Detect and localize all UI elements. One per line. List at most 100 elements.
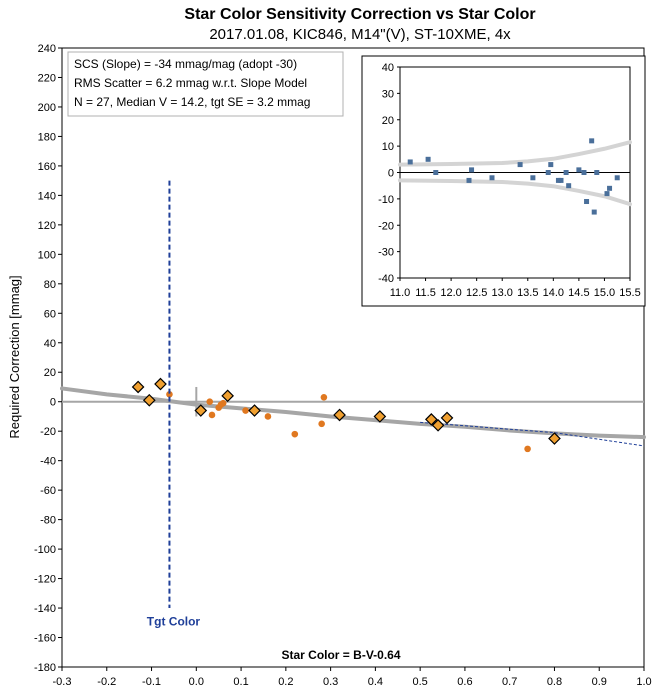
x-tick-label: 0.8	[547, 676, 562, 688]
inset-envelope-upper	[398, 140, 632, 167]
target-label-background	[131, 610, 208, 633]
inset-x-tick-label: 14.5	[568, 287, 589, 299]
y-tick-label: 60	[44, 308, 56, 320]
inset-data-point	[581, 170, 587, 175]
inset-y-tick-label: -10	[378, 194, 394, 206]
x-tick-label: 0.6	[457, 676, 472, 688]
y-tick-label: 220	[38, 72, 56, 84]
data-point-diamond	[154, 377, 167, 391]
inset-chart: 40 30 20 10 0 -10 -20 -30 -40 11.0 11.5 12.0 12.5 13…	[361, 55, 646, 307]
y-tick-label: -100	[34, 544, 56, 556]
data-point-dot	[208, 411, 216, 419]
inset-y-tick-label: 0	[388, 168, 394, 180]
data-point-dot	[524, 445, 531, 453]
inset-data-point	[466, 177, 472, 183]
fit-curve-line	[60, 386, 646, 440]
inset-data-point	[566, 183, 572, 189]
data-point-diamond	[431, 418, 445, 432]
y-tick-label: -60	[40, 485, 56, 497]
inset-data-point	[589, 138, 595, 144]
plot-frame	[61, 47, 645, 668]
y-tick-label: 240	[38, 43, 56, 55]
y-tick-label: 40	[44, 338, 56, 350]
data-point-dot	[166, 391, 173, 398]
y-tick-label: 120	[38, 220, 56, 232]
data-point-dot	[219, 399, 227, 407]
inset-data-point	[433, 170, 439, 175]
data-point-diamond	[373, 410, 387, 423]
inset-data-point	[517, 162, 523, 168]
inset-data-point	[563, 170, 569, 175]
inset-data-point	[558, 177, 564, 183]
x-tick-label: 0.3	[323, 676, 338, 688]
data-point-dot	[264, 413, 272, 420]
inset-x-tick-label: 12.5	[466, 287, 487, 299]
chart-title: Star Color Sensitivity Correction vs Sta…	[184, 6, 535, 23]
data-point-dot	[320, 393, 328, 401]
inset-x-tick-label: 13.5	[517, 287, 538, 299]
inset-data-point	[591, 209, 597, 215]
slope-model-line	[420, 421, 645, 447]
data-point-dot	[206, 398, 214, 406]
inset-data-point	[604, 191, 610, 197]
inset-data-point	[407, 159, 413, 165]
data-point-diamond	[248, 404, 261, 417]
axis-tick-marks	[58, 47, 645, 671]
x-tick-label: 0.0	[189, 676, 204, 688]
data-point-diamond	[221, 389, 234, 403]
x-tick-label: -0.3	[53, 676, 72, 688]
data-point-diamond	[131, 380, 145, 394]
inset-data-point	[607, 185, 613, 191]
inset-data-point	[614, 175, 620, 181]
y-tick-label: 160	[38, 161, 56, 173]
inset-y-tick-label: 20	[382, 115, 394, 127]
inset-data-point	[584, 199, 590, 205]
inset-data-point	[594, 170, 600, 175]
stats-box: SCS (Slope) = -34 mmag/mag (adopt -30) R…	[67, 51, 344, 117]
data-point-diamond	[440, 411, 454, 425]
y-tick-label: -80	[40, 515, 56, 527]
data-point-diamond	[194, 404, 208, 417]
y-tick-label: -160	[34, 633, 56, 645]
data-point-dot	[242, 407, 249, 414]
data-point-diamond	[142, 393, 156, 407]
inset-x-tick-label: 11.5	[415, 287, 436, 299]
inset-x-tick-label: 11.0	[390, 287, 411, 299]
inset-data-point	[576, 167, 582, 173]
data-point-diamond	[333, 408, 346, 422]
inset-x-tick-label: 13.0	[492, 287, 513, 299]
inset-y-tick-labels: 40 30 20 10 0 -10 -20 -30 -40	[378, 62, 400, 285]
chart-subtitle: 2017.01.08, KIC846, M14"(V), ST-10XME, 4…	[209, 26, 511, 43]
inset-y-tick-label: -30	[378, 247, 394, 259]
y-tick-labels: 240220200180160140120100806040200-20-40-…	[34, 43, 56, 674]
inset-y-tick-label: 10	[382, 141, 394, 153]
inset-data-point	[545, 170, 551, 175]
y-tick-label: -120	[34, 574, 56, 586]
main-plot-series	[60, 377, 646, 453]
y-tick-label: 140	[38, 190, 56, 202]
y-tick-label: -40	[40, 456, 56, 468]
inset-series	[398, 138, 632, 215]
y-tick-label: 20	[44, 367, 56, 379]
y-tick-label: -180	[34, 662, 56, 674]
x-tick-label: -0.2	[97, 676, 116, 688]
inset-x-tick-label: 12.0	[440, 287, 461, 299]
x-tick-label: 0.1	[233, 676, 248, 688]
inset-x-tick-labels: 11.0 11.5 12.0 12.5 13.0 13.5 14.0 14.5 15.0 15.5	[390, 278, 641, 299]
y-tick-label: 100	[38, 249, 56, 261]
data-point-diamond	[548, 432, 561, 445]
x-tick-label: 0.7	[502, 676, 517, 688]
inset-x-tick-label: 14.0	[543, 287, 564, 299]
stats-line-slope: SCS (Slope) = -34 mmag/mag (adopt -30)	[74, 57, 297, 71]
inset-data-point	[425, 156, 431, 162]
target-color-label: Tgt Color	[147, 614, 201, 628]
inset-data-point	[548, 162, 554, 168]
inset-data-point	[555, 177, 561, 183]
y-tick-label: 180	[38, 131, 56, 143]
y-tick-label: -140	[34, 603, 56, 615]
stats-line-rms: RMS Scatter = 6.2 mmag w.r.t. Slope Mode…	[74, 76, 307, 90]
y-tick-label: 0	[50, 397, 56, 409]
data-point-dot	[318, 420, 325, 428]
stats-line-count: N = 27, Median V = 14.2, tgt SE = 3.2 mm…	[74, 95, 310, 109]
